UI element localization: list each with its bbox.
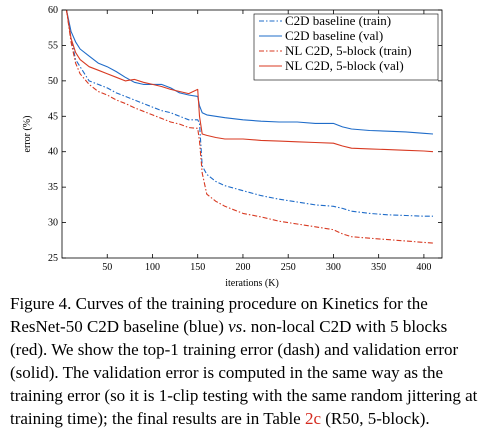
x-tick-label: 350: [371, 262, 386, 273]
figure-caption: Figure 4. Curves of the training procedu…: [10, 292, 480, 430]
legend-entry: NL C2D, 5-block (val): [285, 58, 404, 73]
y-tick-label: 55: [48, 40, 58, 51]
y-tick-label: 50: [48, 76, 58, 87]
series-line-3: [65, 9, 434, 244]
legend: C2D baseline (train)C2D baseline (val)NL…: [253, 13, 439, 81]
x-tick-label: 250: [281, 262, 296, 273]
legend-entry: C2D baseline (train): [285, 13, 391, 28]
plot-frame: [61, 9, 443, 259]
y-tick-label: 25: [48, 253, 58, 264]
y-tick-label: 30: [48, 218, 58, 229]
caption-tail: (R50, 5-block).: [321, 409, 430, 428]
legend-entry: C2D baseline (val): [285, 28, 383, 43]
series-line-2: [65, 9, 434, 135]
x-tick-label: 150: [190, 262, 205, 273]
training-curves-chart: 25 30 35 40 45 50 55 60 50 100 150 200 250 300 350 400…: [22, 5, 443, 289]
x-axis-ticks: 50 100 150 200 250 300 350 400: [102, 10, 431, 273]
y-tick-label: 40: [48, 147, 58, 158]
y-axis-ticks: 25 30 35 40 45 50 55 60: [48, 5, 442, 264]
x-tick-label: 50: [102, 262, 112, 273]
caption-lead: Figure 4. Curves of the training procedu…: [10, 294, 428, 336]
y-tick-label: 35: [48, 182, 58, 193]
x-tick-label: 400: [416, 262, 431, 273]
x-tick-label: 100: [145, 262, 160, 273]
y-tick-label: 45: [48, 111, 58, 122]
series-lines: [65, 9, 434, 244]
x-tick-label: 200: [235, 262, 250, 273]
caption-middle: . non-local C2D with 5 blocks (red). We …: [10, 317, 478, 428]
table-ref-link[interactable]: 2c: [304, 409, 322, 428]
legend-entry: NL C2D, 5-block (train): [285, 43, 412, 58]
legend-box: [253, 13, 439, 81]
y-tick-label: 60: [48, 5, 58, 16]
y-axis-label: error (%): [22, 116, 33, 153]
series-line-1: [65, 9, 433, 217]
x-tick-label: 300: [326, 262, 341, 273]
x-axis-label: iterations (K): [225, 278, 279, 289]
caption-vs: vs: [228, 317, 243, 336]
series-line-4: [65, 9, 434, 153]
